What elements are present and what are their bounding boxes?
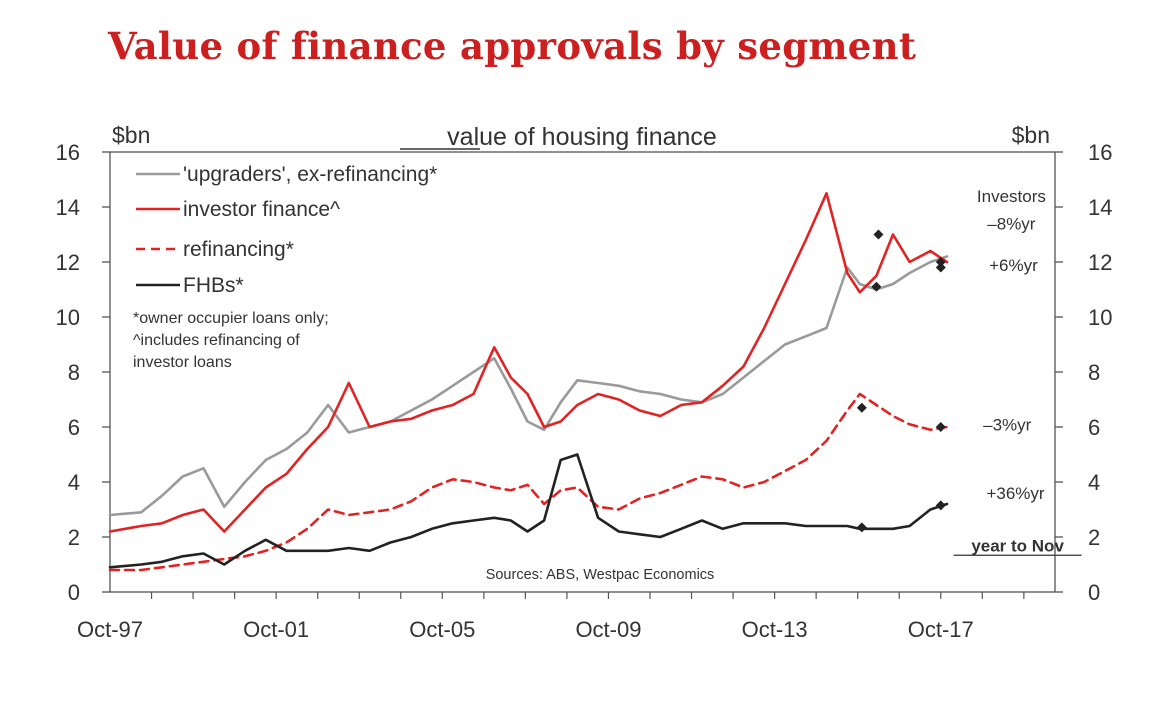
legend-label: investor finance^ xyxy=(183,198,340,221)
end-marker xyxy=(935,257,946,267)
y-tick-label-right: 16 xyxy=(1088,140,1112,165)
y-tick-label-right: 4 xyxy=(1088,470,1100,495)
y-tick-label-left: 14 xyxy=(56,195,80,220)
y-tick-label-right: 14 xyxy=(1088,195,1112,220)
y-tick-label-left: 2 xyxy=(68,525,80,550)
series-line xyxy=(108,392,949,572)
annotation-label: –3%yr xyxy=(983,415,1032,434)
footnote: investor loans xyxy=(133,354,232,371)
y-tick-label-left: 6 xyxy=(68,415,80,440)
chart-subtitle: value of housing finance xyxy=(447,123,717,151)
x-tick-label: Oct-13 xyxy=(742,617,808,642)
y-tick-label-left: 10 xyxy=(56,305,80,330)
y-tick-label-right: 2 xyxy=(1088,525,1100,550)
x-tick-label: Oct-97 xyxy=(77,617,143,642)
y-tick-label-left: 8 xyxy=(68,360,80,385)
y-axis-unit-right: $bn xyxy=(1012,122,1050,148)
y-tick-label-left: 0 xyxy=(68,580,80,605)
source-note: Sources: ABS, Westpac Economics xyxy=(486,567,715,583)
end-marker xyxy=(873,229,884,240)
end-marker xyxy=(935,422,946,432)
end-marker xyxy=(935,262,946,273)
y-axis-unit-left: $bn xyxy=(112,122,150,148)
x-tick-label: Oct-17 xyxy=(908,617,974,642)
annotation-label: –8%yr xyxy=(987,215,1036,234)
series-line xyxy=(108,255,949,517)
end-marker xyxy=(856,522,867,533)
x-tick-label: Oct-01 xyxy=(243,617,309,642)
annotation-label: +6%yr xyxy=(989,256,1038,275)
legend-label: refinancing* xyxy=(183,238,294,261)
x-tick-label: Oct-05 xyxy=(409,617,475,642)
annotation-label: Investors xyxy=(977,187,1046,206)
y-tick-label-right: 10 xyxy=(1088,305,1112,330)
y-tick-label-right: 8 xyxy=(1088,360,1100,385)
y-tick-label-left: 12 xyxy=(56,250,80,275)
y-tick-label-right: 6 xyxy=(1088,415,1100,440)
end-marker xyxy=(935,500,946,511)
legend-label: FHBs* xyxy=(183,274,244,297)
series-line xyxy=(108,192,949,533)
y-tick-label-right: 0 xyxy=(1088,580,1100,605)
footnote: *owner occupier loans only; xyxy=(133,310,329,327)
legend-label: 'upgraders', ex-refinancing* xyxy=(183,163,437,186)
end-marker xyxy=(856,402,867,413)
annotation-label: +36%yr xyxy=(986,484,1044,503)
annotation-label: year to Nov xyxy=(971,536,1064,555)
y-tick-label-left: 16 xyxy=(56,140,80,165)
footnote: ^includes refinancing of xyxy=(133,332,300,349)
x-tick-label: Oct-09 xyxy=(575,617,641,642)
end-marker xyxy=(871,281,882,292)
y-tick-label-right: 12 xyxy=(1088,250,1112,275)
y-tick-label-left: 4 xyxy=(68,470,80,495)
series-line xyxy=(108,453,949,569)
chart-title: Value of finance approvals by segment xyxy=(108,24,917,68)
